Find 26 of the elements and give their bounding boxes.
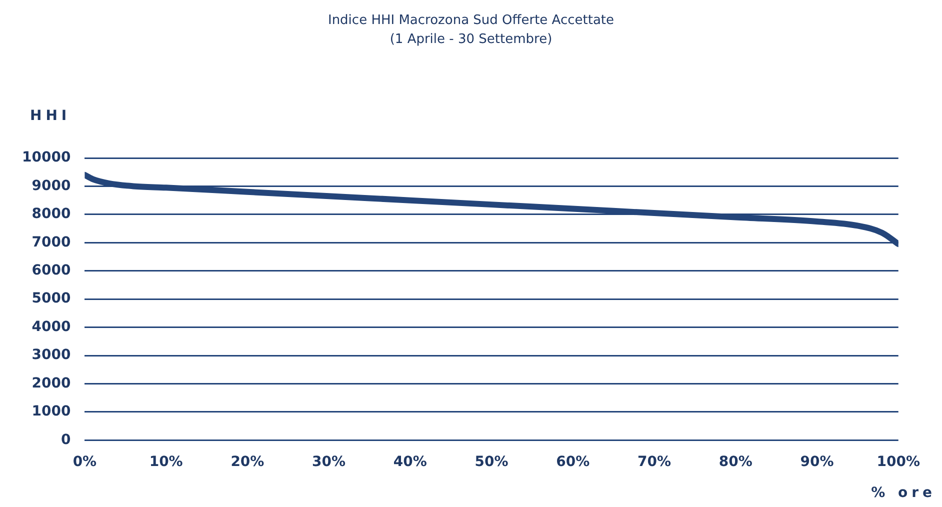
- y-tick-label: 2000: [32, 375, 71, 392]
- y-axis-title: HHI: [30, 108, 71, 124]
- y-tick-label: 10000: [22, 150, 71, 166]
- x-axis-title: % ore: [871, 485, 936, 501]
- chart-title: Indice HHI Macrozona Sud Offerte Accettate: [328, 13, 614, 28]
- x-tick-label: 0%: [72, 454, 97, 470]
- x-tick-label: 40%: [393, 454, 427, 470]
- chart-subtitle: (1 Aprile - 30 Settembre): [390, 32, 552, 47]
- y-tick-label: 0: [60, 432, 71, 448]
- x-tick-label: 50%: [474, 454, 508, 470]
- y-tick-label: 3000: [32, 347, 71, 364]
- y-tick-label: 7000: [32, 234, 71, 250]
- x-tick-label: 20%: [230, 454, 264, 470]
- y-tick-label: 1000: [32, 404, 71, 420]
- x-tick-label: 80%: [718, 454, 752, 470]
- y-tick-label: 5000: [32, 290, 71, 307]
- y-tick-label: 9000: [32, 178, 71, 194]
- y-tick-label: 6000: [32, 262, 71, 279]
- x-tick-label: 90%: [800, 454, 834, 470]
- y-tick-label: 4000: [32, 318, 71, 335]
- y-tick-label: 8000: [32, 206, 71, 222]
- x-tick-label: 100%: [876, 454, 920, 470]
- x-tick-label: 60%: [556, 454, 590, 470]
- x-tick-label: 30%: [312, 454, 346, 470]
- x-tick-label: 70%: [638, 454, 672, 470]
- x-tick-label: 10%: [149, 454, 183, 470]
